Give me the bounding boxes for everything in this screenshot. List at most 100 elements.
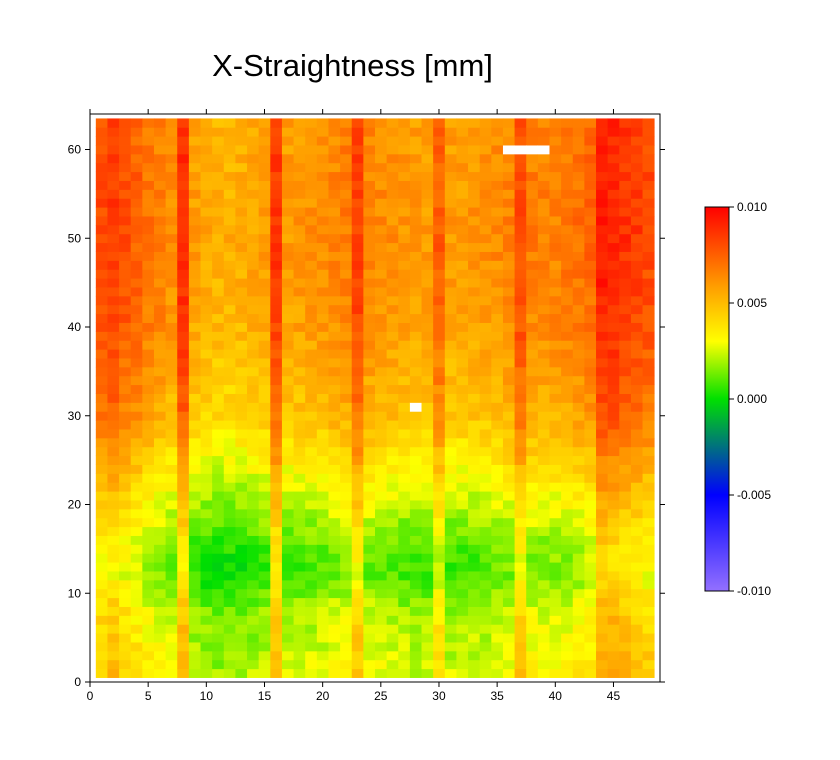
heatmap-cell — [247, 358, 260, 368]
heatmap-cell — [444, 473, 457, 483]
heatmap-cell — [607, 429, 620, 439]
heatmap-cell — [351, 659, 364, 670]
heatmap-cell — [549, 402, 562, 412]
heatmap-cell — [340, 118, 353, 128]
heatmap-cell — [421, 118, 434, 128]
heatmap-cell — [223, 375, 236, 386]
heatmap-cell — [200, 597, 213, 607]
heatmap-cell — [386, 429, 399, 439]
heatmap-cell — [433, 482, 446, 492]
heatmap-cell — [549, 659, 562, 670]
heatmap-cell — [107, 659, 120, 670]
heatmap-cell — [421, 366, 434, 377]
heatmap-cell — [607, 642, 620, 652]
heatmap-cell — [421, 544, 434, 554]
heatmap-cell — [293, 455, 306, 465]
heatmap-cell — [107, 482, 120, 492]
heatmap-cell — [433, 189, 446, 199]
heatmap-cell — [468, 402, 481, 412]
heatmap-cell — [223, 127, 236, 137]
heatmap-cell — [107, 384, 120, 394]
heatmap-cell — [258, 571, 271, 581]
heatmap-cell — [456, 216, 469, 226]
heatmap-cell — [95, 171, 108, 181]
heatmap-cell — [619, 233, 632, 244]
heatmap-cell — [572, 251, 585, 261]
heatmap-cell — [130, 233, 143, 244]
heatmap-cell — [281, 624, 294, 634]
heatmap-cell — [375, 375, 388, 386]
heatmap-cell — [468, 535, 481, 545]
heatmap-cell — [444, 571, 457, 581]
heatmap-cell — [119, 198, 132, 208]
heatmap-cell — [223, 553, 236, 563]
heatmap-cell — [526, 446, 539, 457]
heatmap-cell — [596, 526, 609, 536]
heatmap-cell — [247, 597, 260, 607]
heatmap-cell — [596, 642, 609, 652]
heatmap-cell — [258, 526, 271, 536]
heatmap-cell — [584, 473, 597, 483]
heatmap-cell — [95, 260, 108, 270]
heatmap-cell — [409, 500, 422, 510]
heatmap-cell — [212, 579, 225, 590]
heatmap-cell — [630, 633, 643, 643]
heatmap-cell — [421, 553, 434, 563]
heatmap-cell — [270, 384, 283, 394]
heatmap-cell — [549, 437, 562, 448]
heatmap-cell — [642, 145, 655, 155]
heatmap-cell — [561, 544, 574, 554]
heatmap-cell — [165, 597, 178, 607]
heatmap-cell — [386, 322, 399, 332]
heatmap-cell — [386, 606, 399, 616]
heatmap-cell — [607, 588, 620, 599]
heatmap-cell — [572, 491, 585, 501]
heatmap-cell — [491, 668, 504, 678]
heatmap-cell — [596, 562, 609, 572]
heatmap-cell — [363, 526, 376, 536]
heatmap-cell — [375, 171, 388, 181]
heatmap-cell — [223, 633, 236, 643]
heatmap-cell — [351, 189, 364, 199]
heatmap-cell — [561, 349, 574, 359]
heatmap-cell — [281, 242, 294, 252]
heatmap-cell — [258, 473, 271, 483]
heatmap-cell — [375, 145, 388, 155]
heatmap-cell — [409, 136, 422, 146]
heatmap-cell — [409, 455, 422, 465]
heatmap-cell — [642, 207, 655, 217]
heatmap-cell — [526, 198, 539, 208]
heatmap-cell — [281, 198, 294, 208]
heatmap-cell — [375, 313, 388, 323]
heatmap-cell — [95, 633, 108, 643]
heatmap-cell — [247, 650, 260, 661]
heatmap-cell — [514, 349, 527, 359]
heatmap-cell — [502, 437, 515, 448]
heatmap-cell — [165, 500, 178, 510]
heatmap-cell — [177, 571, 190, 581]
heatmap-cell — [607, 366, 620, 377]
heatmap-cell — [107, 189, 120, 199]
heatmap-cell — [584, 260, 597, 270]
heatmap-cell — [584, 535, 597, 545]
heatmap-cell — [281, 136, 294, 146]
heatmap-cell — [549, 597, 562, 607]
heatmap-cell — [107, 464, 120, 474]
heatmap-cell — [456, 606, 469, 616]
heatmap-cell — [502, 429, 515, 439]
heatmap-cell — [188, 446, 201, 457]
heatmap-cell — [479, 500, 492, 510]
heatmap-cell — [223, 145, 236, 155]
heatmap-cell — [468, 375, 481, 386]
heatmap-cell — [258, 251, 271, 261]
heatmap-cell — [596, 180, 609, 190]
heatmap-cell — [142, 304, 155, 315]
heatmap-cell — [212, 322, 225, 332]
heatmap-cell — [142, 464, 155, 474]
heatmap-cell — [95, 624, 108, 634]
heatmap-cell — [596, 402, 609, 412]
heatmap-cell — [305, 313, 318, 323]
heatmap-cell — [363, 118, 376, 128]
heatmap-cell — [340, 189, 353, 199]
heatmap-cell — [386, 588, 399, 599]
